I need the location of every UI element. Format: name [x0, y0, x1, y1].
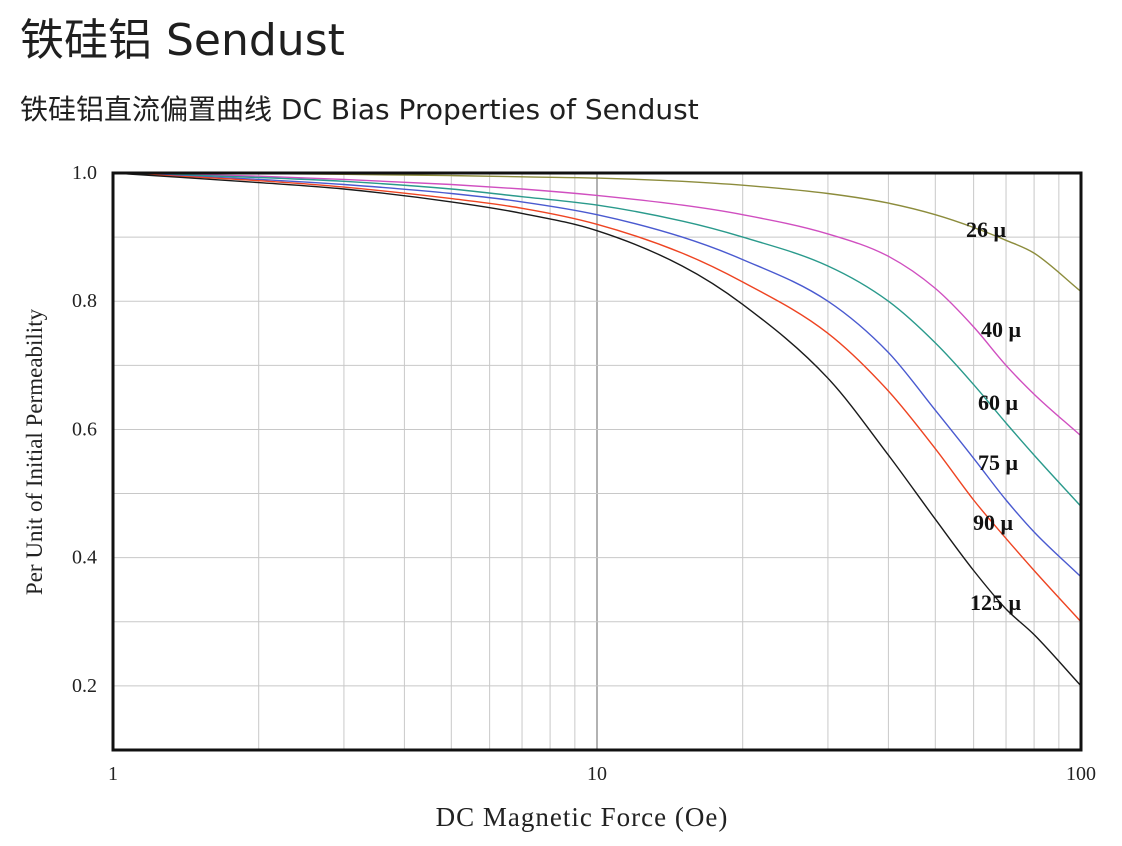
series-label: 60 μ	[978, 390, 1019, 415]
series-line-125u	[112, 172, 1082, 687]
series-label: 90 μ	[973, 510, 1014, 535]
y-tick-labels: 1.0 0.8 0.6 0.4 0.2	[72, 162, 97, 697]
x-tick-label: 100	[1066, 763, 1096, 785]
y-tick-label: 1.0	[72, 162, 97, 184]
series-line-40u	[112, 172, 1082, 437]
curves	[112, 172, 1082, 687]
grid-lines	[113, 173, 1081, 750]
y-axis-label: Per Unit of Initial Permeability	[22, 308, 47, 595]
y-tick-label: 0.8	[72, 290, 97, 312]
series-label: 125 μ	[970, 590, 1022, 615]
y-tick-label: 0.2	[72, 675, 97, 697]
x-axis-label: DC Magnetic Force (Oe)	[436, 802, 729, 832]
series-line-90u	[112, 172, 1082, 623]
page-title: 铁硅铝 Sendust	[20, 15, 345, 66]
series-line-60u	[112, 172, 1082, 507]
y-tick-label: 0.4	[72, 547, 97, 569]
series-line-75u	[112, 172, 1082, 578]
series-label: 26 μ	[966, 217, 1007, 242]
series-label: 75 μ	[978, 450, 1019, 475]
x-tick-label: 1	[108, 763, 118, 785]
x-tick-labels: 1 10 100	[108, 763, 1096, 785]
series-label: 40 μ	[981, 317, 1022, 342]
series-labels: 26 μ 40 μ 60 μ 75 μ 90 μ 125 μ	[966, 217, 1022, 615]
page-subtitle: 铁硅铝直流偏置曲线 DC Bias Properties of Sendust	[20, 93, 699, 126]
plot-frame	[111, 171, 1083, 752]
x-tick-label: 10	[587, 763, 607, 785]
y-tick-label: 0.6	[72, 418, 97, 440]
